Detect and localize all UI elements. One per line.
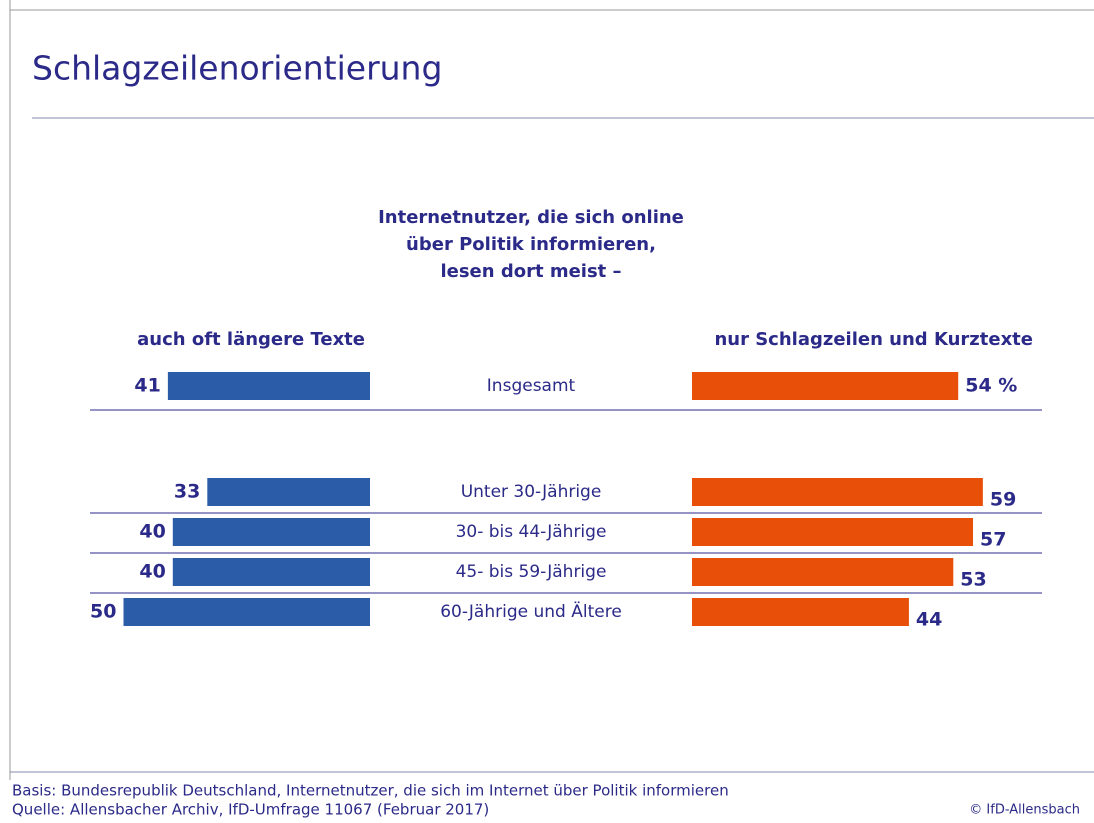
value-label: 59 <box>990 489 1016 511</box>
subtitle: Internetnutzer, die sich online <box>378 207 684 228</box>
bar-left <box>167 372 370 400</box>
legend-right: nur Schlagzeilen und Kurztexte <box>714 329 1033 350</box>
category-label: Unter 30-Jährige <box>461 482 602 502</box>
value-label: 57 <box>980 529 1006 551</box>
subtitle: über Politik informieren, <box>406 234 656 255</box>
value-label: 50 <box>90 601 116 623</box>
category-label: Insgesamt <box>487 376 576 396</box>
value-label: 44 <box>916 609 942 631</box>
bar-right <box>692 558 954 586</box>
value-label: 40 <box>139 521 165 543</box>
copyright: © IfD-Allensbach <box>969 803 1080 818</box>
footnote: Basis: Bundesrepublik Deutschland, Inter… <box>12 782 729 800</box>
bar-left <box>172 558 370 586</box>
bar-left <box>123 598 370 626</box>
bar-right <box>692 478 983 506</box>
value-label: 41 <box>134 375 160 397</box>
legend-left: auch oft längere Texte <box>137 329 365 350</box>
chart-title: Schlagzeilenorientierung <box>32 49 442 88</box>
value-label: 54 % <box>965 375 1017 397</box>
bar-left <box>207 478 370 506</box>
category-label: 30- bis 44-Jährige <box>456 522 607 542</box>
value-label: 33 <box>174 481 200 503</box>
value-label: 53 <box>960 569 986 591</box>
subtitle: lesen dort meist – <box>440 261 621 282</box>
category-label: 45- bis 59-Jährige <box>456 562 607 582</box>
bar-right <box>692 518 974 546</box>
category-label: 60-Jährige und Ältere <box>440 601 622 622</box>
footnote: Quelle: Allensbacher Archiv, IfD-Umfrage… <box>12 801 489 819</box>
bar-left <box>172 518 370 546</box>
value-label: 40 <box>139 561 165 583</box>
bar-right <box>692 372 959 400</box>
bar-right <box>692 598 909 626</box>
